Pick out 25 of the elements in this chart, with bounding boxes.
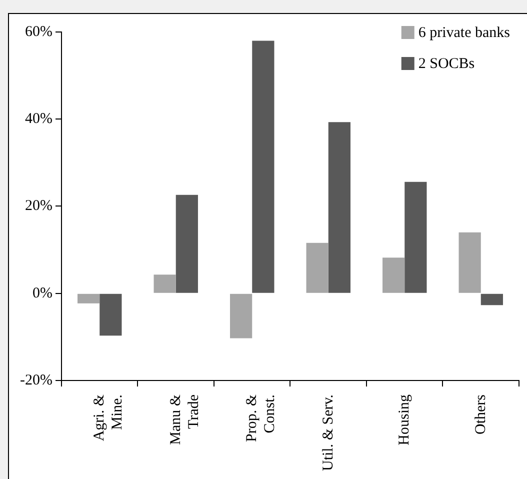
legend-label: 2 SOCBs	[418, 56, 475, 72]
bar	[230, 294, 252, 338]
y-tick-label: 60%	[24, 24, 52, 40]
x-tick-label: Util. & Serv.	[320, 394, 336, 472]
x-tick-label: Prop. & Const.	[244, 394, 278, 442]
bar	[252, 40, 274, 293]
bar	[78, 294, 100, 304]
x-tick-label: Agri. & Mine.	[92, 394, 126, 442]
bar	[176, 194, 198, 293]
bar	[480, 294, 503, 306]
x-tick-label: Manu & Trade	[168, 394, 202, 445]
bar	[306, 242, 328, 293]
legend-label: 6 private banks	[418, 24, 510, 41]
bar	[458, 232, 481, 293]
y-tick-label: 40%	[24, 111, 52, 128]
bar	[100, 294, 122, 336]
x-tick-label: Others	[472, 394, 489, 434]
y-tick-label: 20%	[24, 198, 52, 214]
x-tick-label: Housing	[396, 394, 413, 446]
y-tick-label: -20%	[20, 372, 52, 388]
bar	[404, 182, 427, 293]
bar	[382, 258, 405, 293]
bar	[154, 274, 176, 293]
y-tick-label: 0%	[32, 285, 52, 302]
bar	[328, 122, 350, 293]
